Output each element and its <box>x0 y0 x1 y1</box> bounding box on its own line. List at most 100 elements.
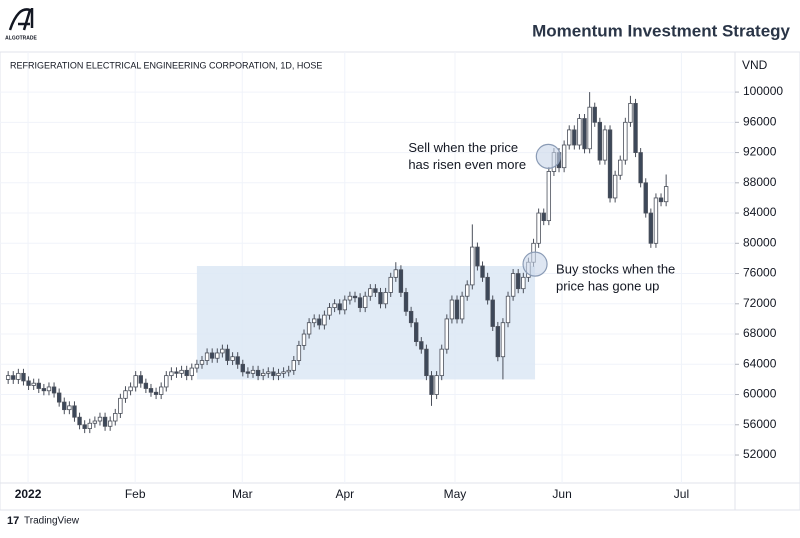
annotation-text: has risen even more <box>408 157 526 172</box>
candle-body <box>536 212 541 244</box>
candle-body <box>373 288 378 293</box>
candle-body <box>266 371 271 374</box>
annotation-text: Buy stocks when the <box>556 262 675 277</box>
annotation-marker <box>535 143 561 169</box>
y-tick-label: 84000 <box>743 205 777 219</box>
candle-body <box>383 292 388 305</box>
candle-body <box>158 386 164 395</box>
candle-body <box>505 295 511 324</box>
candle-body <box>210 352 215 359</box>
candle-body <box>597 121 603 161</box>
candle-body <box>189 367 194 377</box>
candle-body <box>363 295 368 308</box>
candle-body <box>107 420 113 427</box>
logo-text: ALGOTRADE <box>5 35 37 41</box>
candle-body <box>148 388 154 393</box>
logo: ALGOTRADE <box>5 8 37 41</box>
candle-body <box>92 420 98 424</box>
candle-body <box>67 405 72 411</box>
candle-body <box>235 356 240 365</box>
candle-body <box>62 401 67 411</box>
candle-body <box>179 369 184 374</box>
footer-icon: 17 <box>7 515 19 527</box>
candle-body <box>408 310 414 324</box>
candle-body <box>357 297 363 308</box>
y-unit: VND <box>742 58 768 72</box>
candle-body <box>36 382 41 389</box>
candle-body <box>623 121 628 161</box>
highlight-zone <box>196 265 536 380</box>
x-tick-label: Jun <box>552 487 571 501</box>
candle-body <box>424 348 429 377</box>
candle-body <box>271 371 276 377</box>
candle-body <box>220 348 225 354</box>
annotations: Sell when the price has risen even more Bu… <box>408 140 675 294</box>
candle-body <box>337 303 342 311</box>
candle-body <box>291 360 296 371</box>
candle-body <box>118 397 123 414</box>
candle-body <box>82 424 87 429</box>
candle-body <box>327 307 332 316</box>
candle-body <box>296 344 302 361</box>
x-tick-label: May <box>444 487 467 501</box>
candle-body <box>403 292 409 312</box>
candle-body <box>475 246 480 267</box>
candle-body <box>398 269 404 293</box>
candle-body <box>459 295 465 320</box>
candle-body <box>388 276 393 293</box>
candle-body <box>602 129 608 161</box>
candle-body <box>577 118 582 146</box>
candle-body <box>607 129 613 199</box>
candle-body <box>434 375 439 395</box>
candle-body <box>16 372 21 380</box>
candle-body <box>485 276 490 301</box>
candle-body <box>510 273 516 297</box>
candle-body <box>51 386 57 394</box>
candle-body <box>587 106 592 150</box>
y-tick-label: 76000 <box>743 266 777 280</box>
candle-body <box>592 106 597 123</box>
candle-body <box>261 372 266 377</box>
candle-body <box>255 369 261 377</box>
candle-body <box>663 186 669 203</box>
candle-body <box>11 375 16 380</box>
y-tick-label: 64000 <box>743 356 777 370</box>
candle-body <box>133 375 138 388</box>
candle-body <box>378 292 383 305</box>
candle-body <box>245 371 251 374</box>
y-tick-label: 56000 <box>743 417 777 431</box>
y-tick-label: 88000 <box>743 175 777 189</box>
candle-body <box>393 269 398 278</box>
y-tick-label: 52000 <box>743 447 777 461</box>
candle-body <box>658 197 664 203</box>
candle-body <box>306 322 312 335</box>
candle-body <box>153 391 159 395</box>
candle-body <box>480 265 485 278</box>
candle-body <box>194 363 200 369</box>
footer-brand: TradingView <box>24 516 80 527</box>
candle-body <box>312 318 317 324</box>
candle-body <box>653 197 659 244</box>
candle-body <box>72 405 77 418</box>
candle-body <box>276 372 281 377</box>
y-tick-label: 92000 <box>743 145 777 159</box>
annotation-text: price has gone up <box>556 279 659 294</box>
candle-body <box>143 382 149 389</box>
candle-body <box>465 284 470 297</box>
x-tick-label: Apr <box>335 487 354 501</box>
candle-body <box>5 375 11 380</box>
candle-body <box>618 159 623 176</box>
candle-body <box>87 422 92 429</box>
x-tick-label: 2022 <box>15 487 42 501</box>
candle-body <box>281 371 286 374</box>
highlight-layer <box>196 265 536 380</box>
candle-body <box>113 413 118 422</box>
candle-body <box>643 182 648 214</box>
candle-body <box>301 333 307 346</box>
candle-body <box>138 375 143 384</box>
candle-body <box>77 416 82 426</box>
candle-body <box>225 348 230 361</box>
candle-body <box>567 129 572 146</box>
candles <box>5 92 669 434</box>
candle-body <box>495 326 501 358</box>
